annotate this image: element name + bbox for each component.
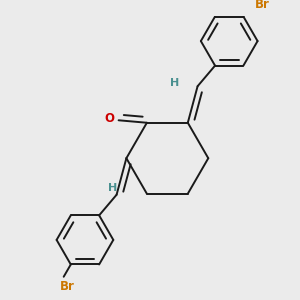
Text: H: H (170, 78, 179, 88)
Text: Br: Br (255, 0, 270, 11)
Text: O: O (105, 112, 115, 125)
Text: Br: Br (59, 280, 74, 293)
Text: H: H (108, 183, 117, 193)
